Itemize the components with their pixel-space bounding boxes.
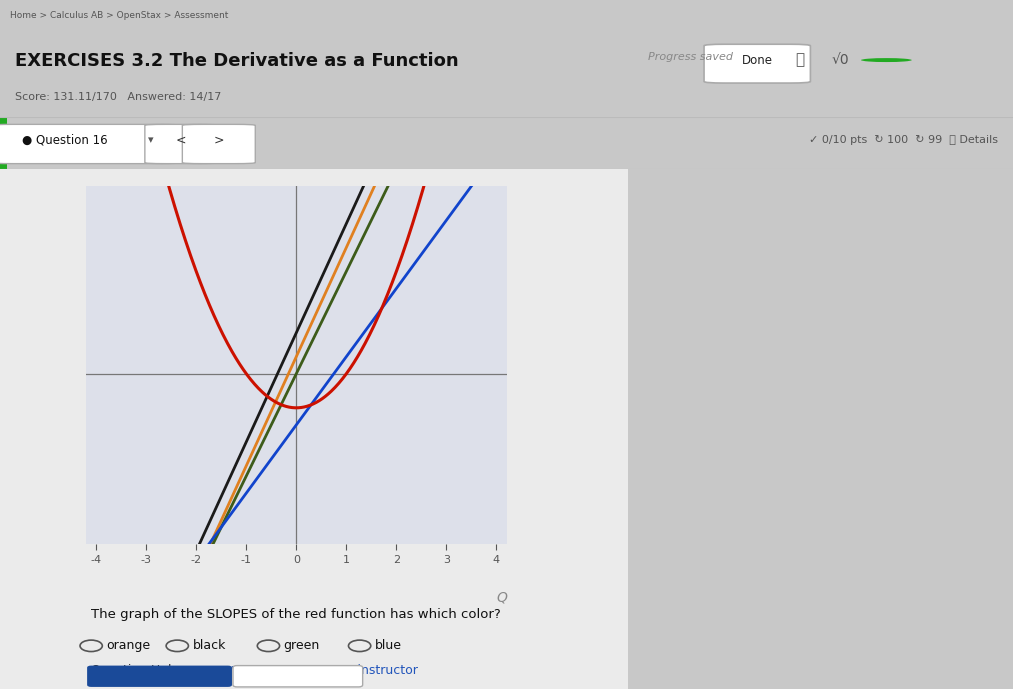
Text: The graph of the SLOPES of the red function has which color?: The graph of the SLOPES of the red funct… [91, 608, 500, 621]
FancyBboxPatch shape [233, 666, 363, 687]
Text: blue: blue [375, 639, 402, 652]
Text: ▶ Video: ▶ Video [218, 664, 266, 677]
Text: Q: Q [496, 591, 506, 605]
Text: EXERCISES 3.2 The Derivative as a Function: EXERCISES 3.2 The Derivative as a Functi… [15, 52, 459, 70]
Text: <: < [176, 134, 186, 147]
Text: ● Question 16: ● Question 16 [22, 134, 108, 147]
FancyBboxPatch shape [182, 124, 255, 163]
Text: Home > Calculus AB > OpenStax > Assessment: Home > Calculus AB > OpenStax > Assessme… [10, 12, 229, 21]
Text: ▾: ▾ [148, 135, 154, 145]
FancyBboxPatch shape [145, 124, 218, 163]
FancyBboxPatch shape [0, 124, 179, 163]
Text: ✉ Message instructor: ✉ Message instructor [284, 664, 417, 677]
FancyBboxPatch shape [87, 666, 232, 687]
Text: Done: Done [743, 54, 773, 67]
FancyBboxPatch shape [704, 44, 810, 83]
Bar [0, 117, 7, 169]
Text: √0: √0 [832, 53, 850, 67]
Text: green: green [284, 639, 320, 652]
Text: Submit Question: Submit Question [105, 670, 215, 683]
Text: Score: 131.11/170   Answered: 14/17: Score: 131.11/170 Answered: 14/17 [15, 92, 222, 102]
Text: black: black [192, 639, 226, 652]
Text: Question Help:: Question Help: [91, 664, 183, 677]
Text: orange: orange [106, 639, 151, 652]
Text: Progress saved: Progress saved [648, 52, 733, 62]
Text: Jump to Answer: Jump to Answer [251, 670, 344, 683]
Text: >: > [214, 134, 224, 147]
Bar [0, 169, 628, 689]
Circle shape [861, 58, 912, 62]
Text: ✓ 0/10 pts  ↻ 100  ↻ 99  ⓘ Details: ✓ 0/10 pts ↻ 100 ↻ 99 ⓘ Details [808, 135, 998, 145]
Text: ⎙: ⎙ [795, 52, 805, 68]
